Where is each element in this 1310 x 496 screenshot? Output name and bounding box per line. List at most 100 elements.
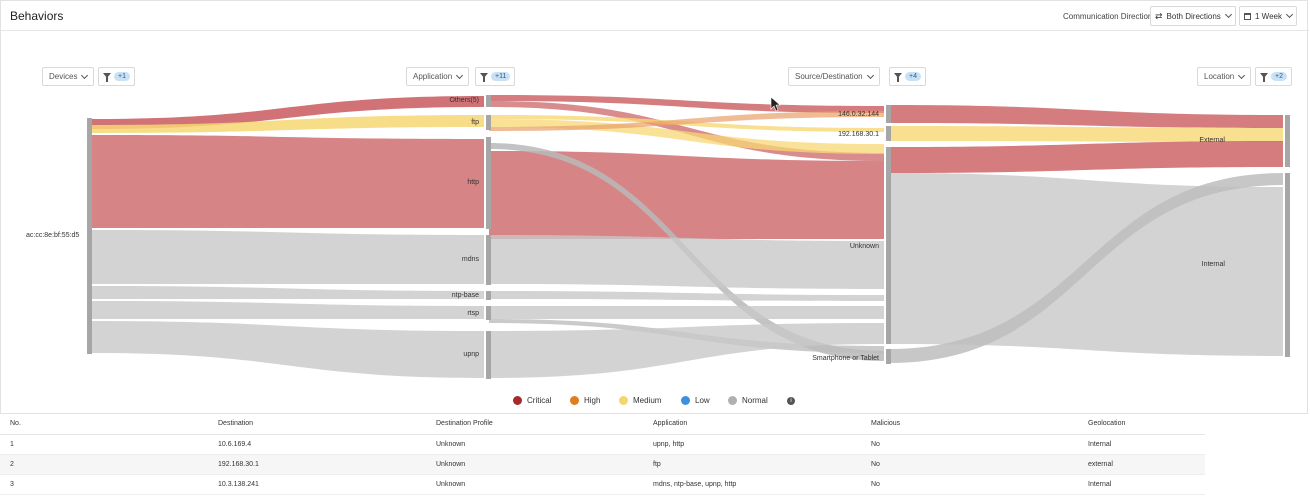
direction-label: Communication Direction: [1063, 12, 1153, 21]
devices-filter-button[interactable]: +1: [98, 67, 135, 86]
node-dest-unknown-bar[interactable]: [886, 147, 891, 344]
application-dropdown[interactable]: Application: [406, 67, 470, 86]
filter-count-badge: +4: [905, 72, 921, 81]
node-app-ntp-bar[interactable]: [486, 291, 491, 300]
table-cell: Unknown: [426, 474, 643, 495]
flow-rtsp-unknown[interactable]: [489, 306, 884, 319]
node-app-others-label: Others(5): [449, 97, 479, 104]
location-dropdown[interactable]: Location: [1197, 67, 1252, 86]
legend-item-medium[interactable]: Medium: [619, 396, 661, 405]
table-cell: Unknown: [426, 454, 643, 475]
table-cell: 2: [0, 454, 208, 475]
filter-count-badge: +1: [114, 72, 130, 81]
node-loc-external-bar[interactable]: [1285, 115, 1290, 167]
panel-header: Behaviors Communication Direction ⇄ Both…: [1, 1, 1309, 31]
node-app-rtsp-label: rtsp: [467, 310, 479, 317]
node-dest-smartphone-bar[interactable]: [886, 349, 891, 364]
flow-146-external[interactable]: [889, 105, 1283, 128]
source-destination-filter-button[interactable]: +4: [889, 67, 926, 86]
node-app-ftp-bar[interactable]: [486, 115, 491, 130]
node-dest-192-bar[interactable]: [886, 126, 891, 141]
node-device-label: ac:cc:8e:bf:55:d5: [26, 232, 79, 239]
flow-unknown-external[interactable]: [889, 141, 1283, 173]
legend-dot-icon: [728, 396, 737, 405]
flow-device-http[interactable]: [92, 135, 484, 228]
flow-others-unknown[interactable]: [489, 101, 884, 161]
filter-icon: [1260, 73, 1268, 82]
location-label: Location: [1204, 72, 1235, 81]
node-dest-unknown-label: Unknown: [850, 243, 879, 250]
flow-device-rtsp[interactable]: [92, 301, 484, 319]
node-device-bar[interactable]: [87, 118, 92, 354]
legend-label: Low: [695, 396, 710, 405]
source-destination-label: Source/Destination: [795, 72, 863, 81]
behaviors-panel: Behaviors Communication Direction ⇄ Both…: [0, 0, 1309, 414]
node-loc-external-label: External: [1199, 137, 1225, 144]
node-app-rtsp-bar[interactable]: [486, 306, 491, 320]
table-cell: mdns, ntp-base, upnp, http: [643, 474, 861, 495]
direction-dropdown[interactable]: ⇄ Both Directions: [1150, 6, 1236, 26]
node-app-others-bar[interactable]: [486, 95, 491, 107]
flow-device-others[interactable]: [92, 96, 484, 129]
table-cell: No: [861, 434, 1078, 455]
table-cell: external: [1078, 454, 1205, 475]
node-dest-192-label: 192.168.30.1: [838, 131, 879, 138]
filter-count-badge: +11: [491, 72, 511, 81]
period-value: 1 Week: [1255, 11, 1282, 21]
table-cell: No: [861, 454, 1078, 475]
flow-device-mdns[interactable]: [92, 230, 484, 284]
table-cell: 192.168.30.1: [208, 454, 426, 475]
node-app-upnp-bar[interactable]: [486, 331, 491, 379]
legend-dot-icon: [619, 396, 628, 405]
node-app-ntp-label: ntp-base: [452, 292, 479, 299]
flow-device-upnp[interactable]: [92, 321, 484, 378]
legend-item-low[interactable]: Low: [681, 396, 710, 405]
application-filter-button[interactable]: +11: [475, 67, 516, 86]
application-label: Application: [413, 72, 453, 81]
flow-device-ftp[interactable]: [92, 115, 484, 133]
devices-dropdown[interactable]: Devices: [42, 67, 95, 86]
table-row[interactable]: 1 10.6.169.4 Unknown upnp, http No Internal: [0, 434, 1205, 455]
flow-ftp-146[interactable]: [489, 111, 884, 131]
flow-others-146[interactable]: [489, 95, 884, 113]
column-header[interactable]: No.: [0, 414, 208, 435]
legend-item-normal[interactable]: Normal: [728, 396, 768, 405]
flow-upnp-unknown[interactable]: [489, 323, 884, 378]
swap-arrows-icon: ⇄: [1155, 10, 1163, 21]
location-filter-button[interactable]: +2: [1255, 67, 1292, 86]
filter-icon: [480, 73, 488, 82]
column-header[interactable]: Destination: [208, 414, 426, 435]
table-cell: 10.6.169.4: [208, 434, 426, 455]
info-icon[interactable]: i: [787, 397, 795, 405]
node-app-mdns-bar[interactable]: [486, 235, 491, 285]
flow-http-unknown[interactable]: [489, 151, 884, 239]
table-cell: ftp: [643, 454, 861, 475]
column-header[interactable]: Destination Profile: [426, 414, 643, 435]
table-row[interactable]: 2 192.168.30.1 Unknown ftp No external: [0, 454, 1205, 475]
source-destination-dropdown[interactable]: Source/Destination: [788, 67, 880, 86]
node-app-http-bar[interactable]: [486, 137, 491, 229]
flow-ntp-unknown[interactable]: [489, 291, 884, 301]
table-cell: 3: [0, 474, 208, 495]
legend-dot-icon: [570, 396, 579, 405]
flow-device-ntp[interactable]: [92, 286, 484, 299]
flow-mdns-unknown[interactable]: [489, 235, 884, 289]
column-header[interactable]: Geolocation: [1078, 414, 1205, 435]
filter-icon: [103, 73, 111, 82]
table-row[interactable]: 3 10.3.138.241 Unknown mdns, ntp-base, upnp…: [0, 474, 1205, 495]
legend-item-high[interactable]: High: [570, 396, 600, 405]
flow-smartphone-internal[interactable]: [889, 173, 1283, 363]
table-cell: Internal: [1078, 474, 1205, 495]
node-loc-internal-bar[interactable]: [1285, 173, 1290, 357]
legend-item-critical[interactable]: Critical: [513, 396, 551, 405]
node-loc-internal-label: Internal: [1202, 261, 1226, 268]
calendar-icon: [1244, 12, 1251, 20]
table-cell: Internal: [1078, 434, 1205, 455]
period-dropdown[interactable]: 1 Week: [1239, 6, 1297, 26]
column-header[interactable]: Malicious: [861, 414, 1078, 435]
flow-192-external[interactable]: [889, 126, 1283, 142]
node-dest-smartphone-label: Smartphone or Tablet: [812, 355, 879, 362]
column-header[interactable]: Application: [643, 414, 861, 435]
node-dest-146-bar[interactable]: [886, 105, 891, 123]
legend-label: Critical: [527, 396, 552, 405]
